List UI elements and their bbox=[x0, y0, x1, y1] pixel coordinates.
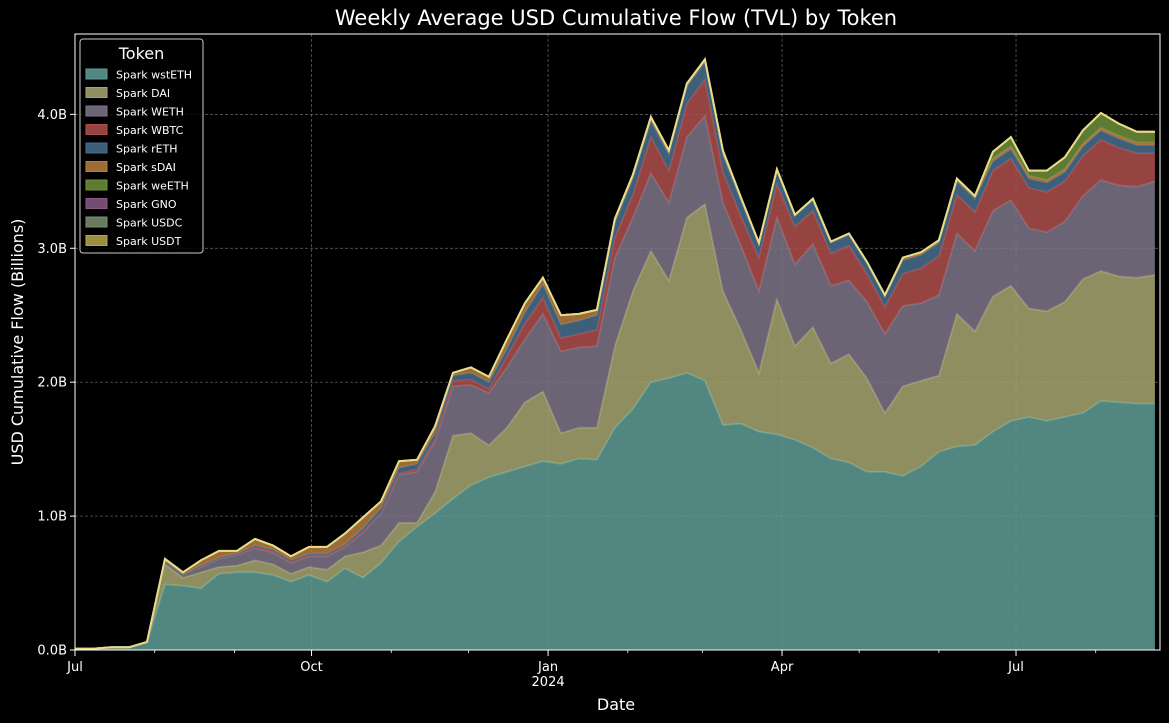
legend-title: Token bbox=[118, 44, 165, 63]
legend-label: Spark WBTC bbox=[116, 124, 184, 137]
x-tick-label: Oct bbox=[300, 660, 322, 675]
legend-swatch bbox=[85, 124, 108, 135]
total-outline bbox=[75, 56, 1155, 650]
y-tick-label: 3.0B bbox=[37, 242, 67, 257]
legend-box bbox=[79, 38, 204, 254]
legend-label: Spark DAI bbox=[116, 87, 170, 100]
legend-label: Spark rETH bbox=[116, 143, 178, 156]
legend-swatch bbox=[85, 179, 108, 191]
x-tick-label: Jul bbox=[66, 660, 83, 675]
stacked-areas bbox=[75, 56, 1156, 650]
legend-swatch bbox=[85, 216, 108, 228]
legend-label: Spark USDC bbox=[116, 217, 183, 230]
x-tick-label: Apr bbox=[771, 660, 794, 675]
plot-frame bbox=[74, 33, 1161, 651]
legend-swatch bbox=[85, 142, 108, 154]
x-tick-label: Jan bbox=[537, 660, 558, 675]
y-tick-label: 0.0B bbox=[37, 644, 67, 659]
legend-label: Spark sDAI bbox=[116, 161, 176, 174]
y-tick-label: 4.0B bbox=[37, 108, 67, 123]
y-axis-title: USD Cumulative Flow (Billions) bbox=[8, 219, 27, 466]
area-spark-wsteth bbox=[75, 372, 1155, 650]
legend-swatch bbox=[85, 105, 108, 117]
legend-swatch bbox=[85, 87, 108, 98]
plot-border bbox=[74, 33, 1161, 651]
legend: Token Spark wstETH Spark DAI Spark WETH Spar… bbox=[79, 38, 204, 254]
area-spark-dai bbox=[75, 204, 1155, 649]
legend-swatch bbox=[85, 68, 108, 80]
legend-label: Spark WETH bbox=[116, 106, 184, 119]
x-axis-title: Date bbox=[597, 695, 635, 714]
legend-swatch bbox=[85, 198, 108, 209]
y-tick-label: 2.0B bbox=[37, 376, 67, 391]
y-axis-ticks: 0.0B 1.0B 2.0B 3.0B 4.0B bbox=[37, 108, 75, 659]
legend-swatch bbox=[85, 161, 108, 172]
y-tick-label: 1.0B bbox=[37, 510, 67, 525]
legend-label: Spark USDT bbox=[116, 235, 182, 248]
legend-swatch bbox=[85, 235, 108, 246]
legend-label: Spark weETH bbox=[116, 180, 189, 193]
x-tick-label: Jul bbox=[1007, 660, 1024, 675]
legend-label: Spark GNO bbox=[116, 198, 177, 211]
legend-label: Spark wstETH bbox=[116, 69, 192, 82]
chart-title: Weekly Average USD Cumulative Flow (TVL)… bbox=[335, 6, 897, 30]
x-tick-year-label: 2024 bbox=[532, 675, 565, 690]
